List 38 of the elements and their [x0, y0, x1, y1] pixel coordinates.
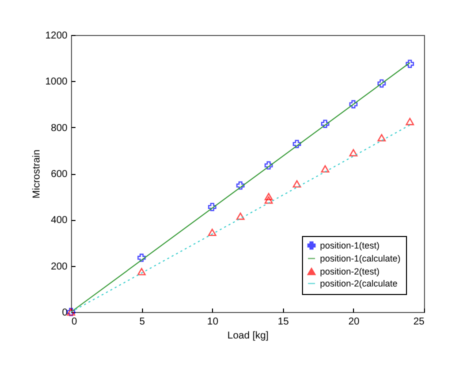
point: [321, 120, 330, 128]
point: [236, 212, 245, 220]
y-tick-label: 0: [62, 308, 68, 318]
legend-label: position-2(test): [320, 266, 380, 276]
point: [264, 161, 273, 170]
y-tick-label: 200: [50, 261, 68, 272]
x-tick-label: 0: [72, 316, 78, 328]
point: [292, 140, 302, 148]
y-tick-label: 400: [50, 215, 68, 226]
legend-label: position-2(calculate: [320, 278, 398, 288]
x-tick-label: 20: [348, 316, 360, 328]
point: [208, 228, 216, 236]
y-axis-title: Microstrain: [31, 150, 42, 198]
x-tick-label: 10: [207, 316, 219, 328]
y-tick-label: 800: [50, 122, 68, 134]
point: [406, 118, 414, 126]
y-tick-label: 600: [50, 169, 68, 180]
x-tick-label: 5: [139, 316, 146, 328]
point: [378, 134, 386, 142]
x-tick-label: 15: [278, 316, 290, 328]
x-tick-label: 25: [413, 316, 425, 328]
y-tick-label: 1200: [45, 30, 68, 42]
point: [292, 180, 302, 188]
point: [264, 192, 273, 200]
point: [264, 196, 273, 204]
point: [406, 60, 414, 68]
point: [137, 254, 146, 262]
legend-label: position-1(test): [320, 240, 380, 250]
legend-label: position-1(calculate): [320, 254, 401, 264]
x-axis-title: Load [kg]: [227, 330, 269, 342]
point: [349, 100, 358, 108]
point: [236, 181, 245, 190]
point: [349, 149, 358, 156]
point: [137, 268, 146, 276]
point: [321, 165, 330, 173]
point: [378, 79, 386, 88]
point: [208, 202, 216, 212]
y-tick-label: 1000: [45, 76, 68, 88]
